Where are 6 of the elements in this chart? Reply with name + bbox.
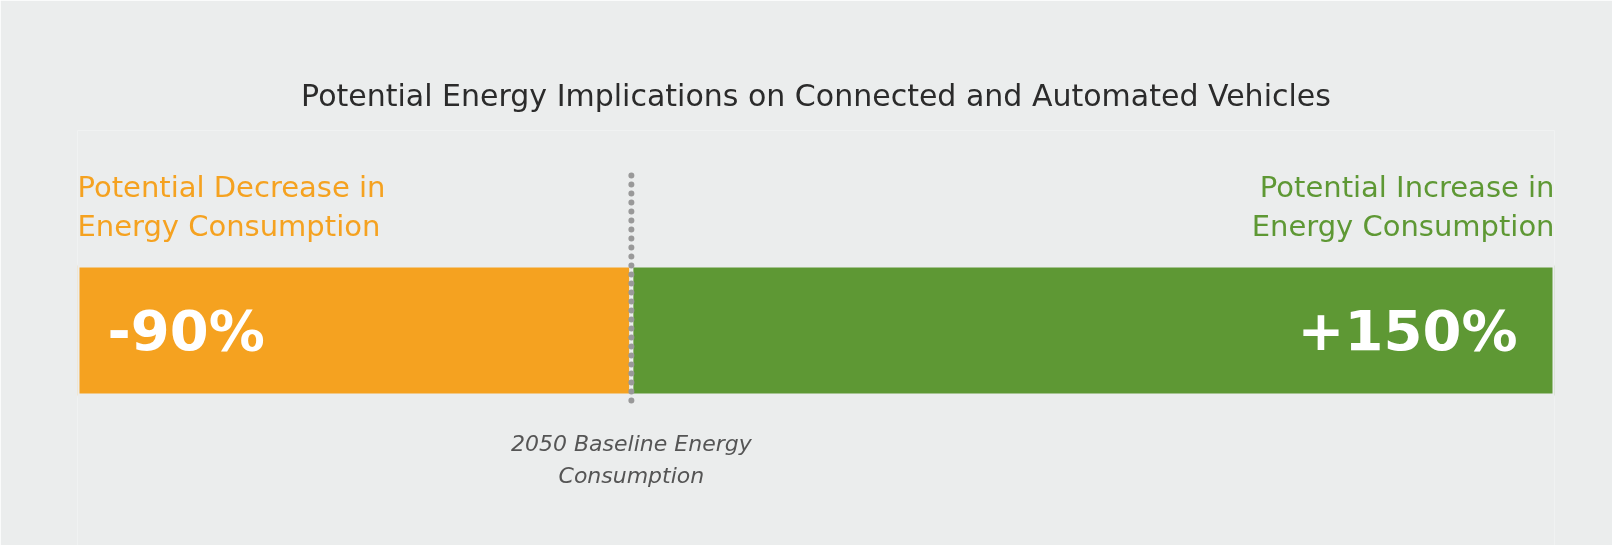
series-label: Potential Increase in Energy Consumption bbox=[1251, 170, 1555, 244]
chart-title: Potential Energy Implications on Connected and Automated Vehicles bbox=[301, 77, 1331, 113]
ref-line-label: 2050 Baseline Energy Consumption bbox=[511, 430, 753, 488]
series-label: Potential Decrease in Energy Consumption bbox=[77, 170, 386, 244]
data-label: -90% bbox=[107, 298, 265, 363]
data-label: +150% bbox=[1297, 298, 1518, 363]
